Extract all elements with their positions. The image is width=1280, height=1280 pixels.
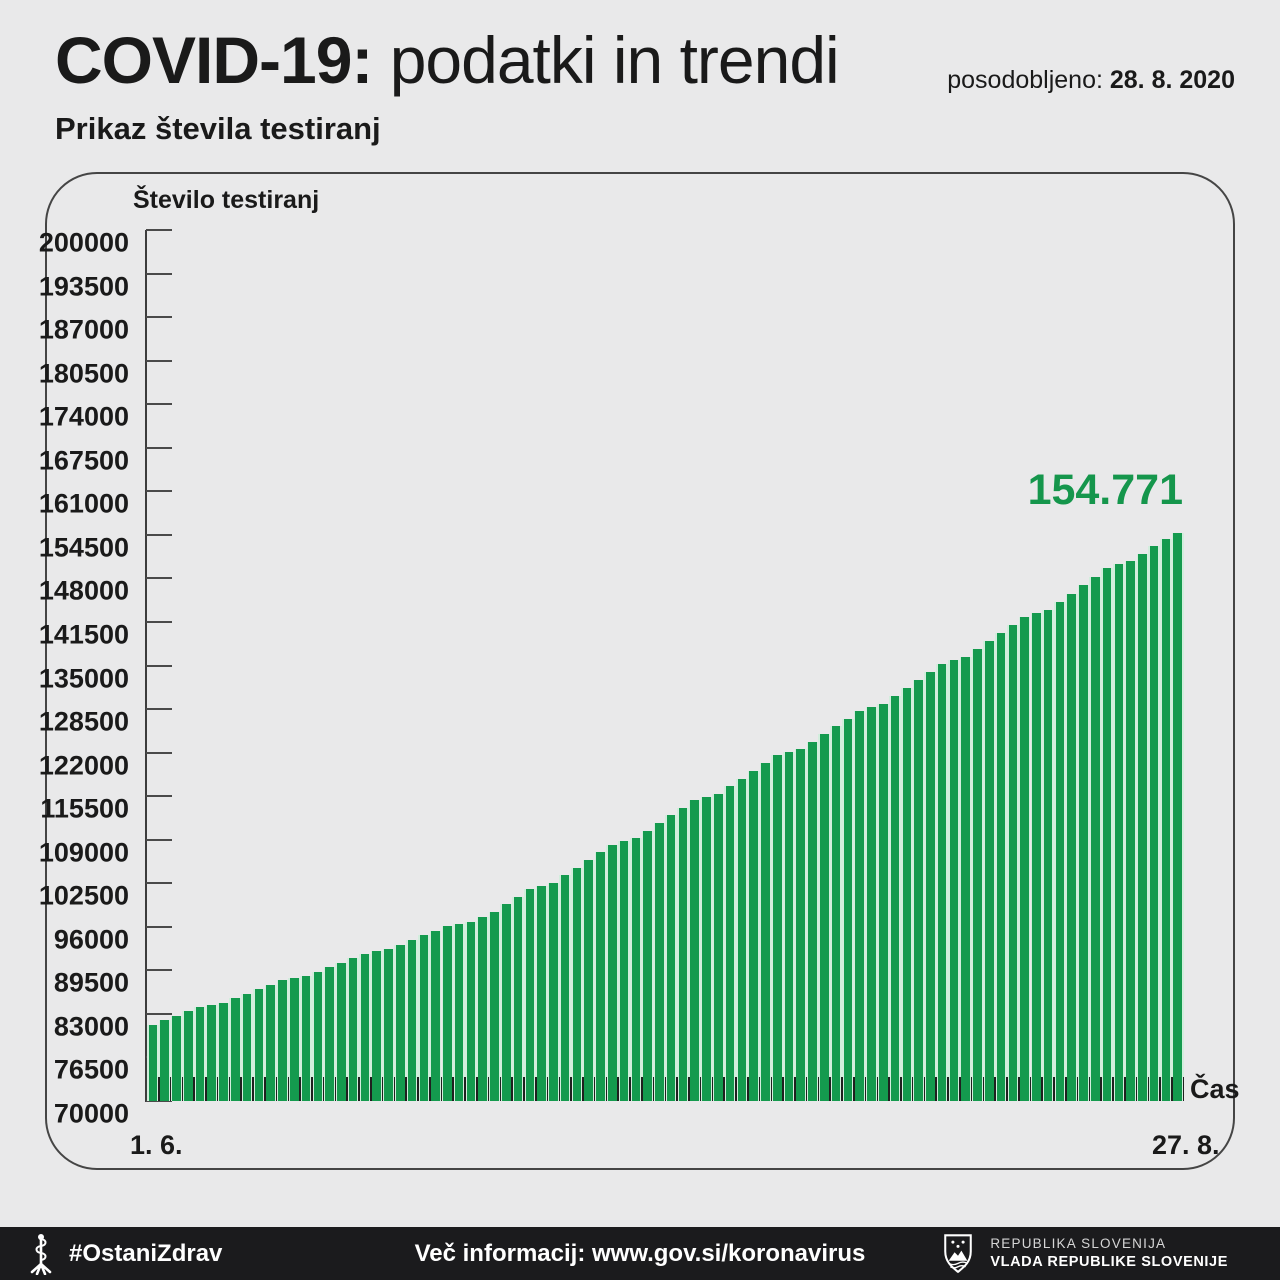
page-title-bold: COVID-19: <box>55 23 373 97</box>
page-title: COVID-19: podatki in trendi <box>55 22 840 98</box>
footer-info-text: Več informacij: www.gov.si/koronavirus <box>414 1239 866 1267</box>
chart-subtitle: Prikaz števila testiranj <box>55 111 381 146</box>
footer-government: REPUBLIKA SLOVENIJA VLADA REPUBLIKE SLOV… <box>941 1232 1228 1276</box>
footer-campaign: #OstaniZdrav <box>26 1233 222 1275</box>
hashtag-label: #OstaniZdrav <box>69 1239 223 1267</box>
updated-label: posodobljeno: <box>947 66 1110 94</box>
republic-label: REPUBLIKA SLOVENIJA <box>990 1236 1167 1251</box>
chart-panel <box>45 172 1235 1170</box>
updated-timestamp: posodobljeno: 28. 8. 2020 <box>947 66 1235 95</box>
updated-date: 28. 8. 2020 <box>1109 66 1235 94</box>
footer-bar: #OstaniZdrav Več informacij: www.gov.si/… <box>0 1227 1280 1280</box>
slovenia-coat-of-arms-icon <box>941 1232 975 1276</box>
asclepius-staff-icon <box>26 1233 56 1275</box>
page-title-rest: podatki in trendi <box>372 23 840 97</box>
government-label: VLADA REPUBLIKE SLOVENIJE <box>990 1253 1228 1270</box>
